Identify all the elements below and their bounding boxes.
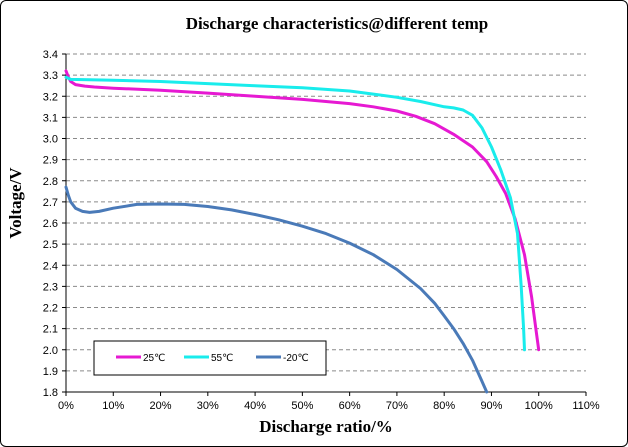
legend-label-2: 55℃ (211, 353, 233, 364)
y-tick-label: 2.0 (43, 345, 58, 357)
legend-items: 25℃ 55℃ -20℃ (116, 353, 309, 364)
x-tick-label: 30% (197, 400, 219, 412)
x-tick-label: 100% (525, 400, 553, 412)
y-tick-label: 2.9 (43, 155, 58, 167)
x-tick-label: 40% (244, 400, 266, 412)
legend-label-1: 25℃ (143, 353, 165, 364)
x-tick-label: 50% (291, 400, 313, 412)
x-tick-labels: 0% 10% 20% 30% 40% 50% 60% 70% 80% 90% 100% 110% (58, 400, 600, 412)
y-tick-label: 3.0 (43, 134, 58, 146)
legend: 25℃ 55℃ -20℃ (93, 340, 327, 376)
y-axis-title: Voltage/V (6, 167, 25, 239)
y-tick-label: 1.9 (43, 366, 58, 378)
y-tick-label: 3.2 (43, 91, 58, 103)
y-tick-label: 1.8 (43, 387, 58, 399)
y-tick-label: 2.6 (43, 218, 58, 230)
chart-title: Discharge characteristics@different temp (186, 14, 489, 33)
x-tick-label: 0% (58, 400, 74, 412)
y-tick-label: 2.5 (43, 239, 58, 251)
y-tick-label: 2.1 (43, 324, 58, 336)
legend-label-3: -20℃ (283, 353, 309, 364)
y-tick-label: 2.2 (43, 303, 58, 315)
x-tick-label: 90% (480, 400, 502, 412)
series-lines (64, 69, 541, 394)
y-tick-label: 2.8 (43, 176, 58, 188)
y-tick-label: 2.7 (43, 197, 58, 209)
x-tick-label: 110% (572, 400, 600, 412)
x-tick-label: 60% (339, 400, 361, 412)
y-tick-label: 3.1 (43, 112, 58, 124)
y-tick-label: 3.4 (43, 49, 58, 61)
y-tick-labels: 1.8 1.9 2.0 2.1 2.2 2.3 2.4 2.5 2.6 2.7 2.8 2.9 3.0 3… (43, 49, 58, 399)
y-tick-label: 2.4 (43, 260, 58, 272)
axes (62, 53, 587, 396)
x-axis-title: Discharge ratio/% (259, 417, 393, 436)
x-tick-label: 80% (433, 400, 455, 412)
series-line-3 (64, 185, 489, 394)
series-line-2 (64, 75, 526, 352)
x-tick-label: 20% (150, 400, 172, 412)
y-tick-label: 3.3 (43, 70, 58, 82)
x-tick-label: 10% (102, 400, 124, 412)
x-tick-label: 70% (386, 400, 408, 412)
y-tick-label: 2.3 (43, 281, 58, 293)
